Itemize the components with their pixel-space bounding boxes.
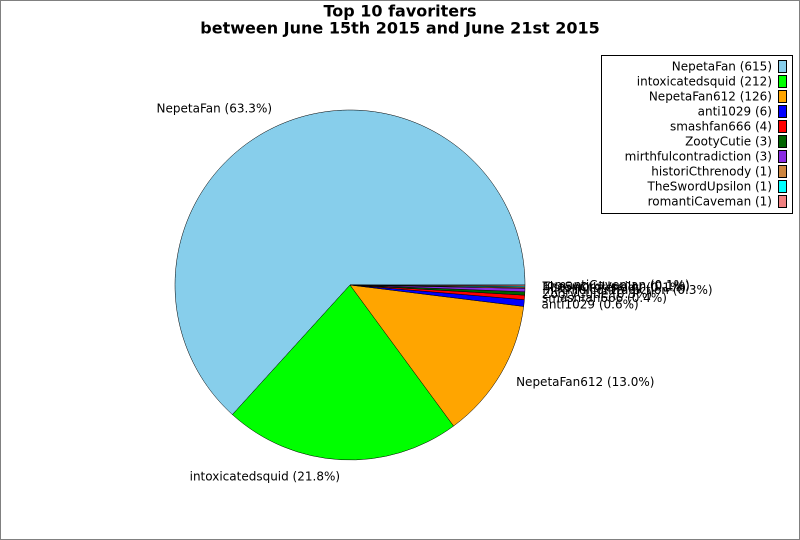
slice-label: NepetaFan (63.3%) xyxy=(157,101,272,115)
pie xyxy=(174,109,526,461)
slice-label: romantiCaveman (0.1%) xyxy=(542,278,689,292)
legend-swatch xyxy=(778,180,787,193)
slice-label: anti1029 (0.6%) xyxy=(541,297,638,311)
pie-slice xyxy=(232,284,454,461)
legend-swatch xyxy=(778,105,787,118)
legend-label: ZootyCutie (3) xyxy=(685,135,772,149)
legend-swatch xyxy=(778,120,787,133)
legend-box xyxy=(601,55,793,214)
slice-label: smashfan666 (0.4%) xyxy=(542,291,667,305)
legend-swatch xyxy=(778,195,787,208)
legend-label: mirthfulcontradiction (3) xyxy=(625,150,772,164)
legend-swatch xyxy=(778,75,787,88)
chart-subtitle: between June 15th 2015 and June 21st 201… xyxy=(200,19,599,38)
pie-slice xyxy=(174,109,526,415)
legend-label: smashfan666 (4) xyxy=(670,120,772,134)
legend-label: intoxicatedsquid (212) xyxy=(637,75,772,89)
pie-slice xyxy=(349,284,526,287)
legend-label: historiCthrenody (1) xyxy=(651,165,772,179)
legend-swatch xyxy=(778,150,787,163)
legend-swatch xyxy=(778,60,787,73)
legend-label: NepetaFan612 (126) xyxy=(649,90,772,104)
slice-label: historiCthrenody (0.1%) xyxy=(542,281,686,295)
slice-label: intoxicatedsquid (21.8%) xyxy=(190,470,340,484)
pie-slice xyxy=(349,284,524,427)
legend-swatch xyxy=(778,135,787,148)
legend-label: anti1029 (6) xyxy=(698,105,772,119)
slice-label: TheSwordUpsilon (0.1%) xyxy=(541,279,689,293)
slice-label: NepetaFan612 (13.0%) xyxy=(516,375,654,389)
chart-title: Top 10 favoriters xyxy=(323,2,476,21)
slice-label: mirthfulcontradiction (0.3%) xyxy=(542,283,712,297)
legend-swatch xyxy=(778,90,787,103)
slice-label: ZootyCutie (0.3%) xyxy=(542,287,652,301)
legend-swatch xyxy=(778,165,787,178)
legend-label: TheSwordUpsilon (1) xyxy=(646,180,772,194)
legend-label: romantiCaveman (1) xyxy=(648,195,772,209)
legend-label: NepetaFan (615) xyxy=(672,60,772,74)
